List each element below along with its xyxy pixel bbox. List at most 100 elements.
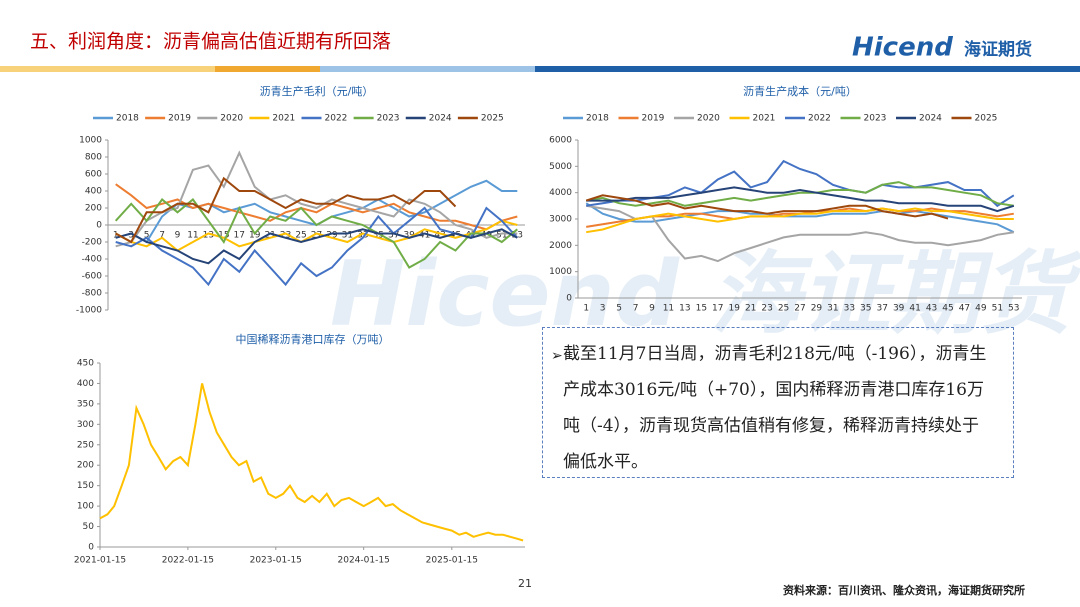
x-tick-label: 53 [512, 231, 523, 241]
series-line [115, 150, 518, 248]
x-tick-label: 41 [909, 304, 920, 314]
x-tick-label: 33 [844, 304, 855, 314]
x-tick-label: 53 [1008, 304, 1019, 314]
legend-label: 2018 [116, 114, 139, 124]
legend-label: 2019 [168, 114, 191, 124]
legend-label: 2023 [864, 114, 887, 124]
legend-label: 2018 [586, 114, 609, 124]
x-tick-label: 5 [144, 231, 150, 241]
y-tick-label: -1000 [76, 306, 102, 316]
x-tick-label: 35 [860, 304, 871, 314]
x-tick-label: 45 [450, 231, 461, 241]
source: 资料来源：百川资讯、隆众资讯，海证期货研究所 [783, 583, 1025, 597]
x-tick-label: 15 [696, 304, 707, 314]
x-tick-label: 33 [357, 231, 368, 241]
x-tick-label: 41 [419, 231, 430, 241]
x-tick-label: 2021-01-15 [74, 556, 126, 566]
x-tick-label: 43 [926, 304, 937, 314]
x-tick-label: 25 [778, 304, 789, 314]
x-tick-label: 39 [893, 304, 905, 314]
x-tick-label: 23 [280, 231, 291, 241]
x-tick-label: 19 [728, 304, 740, 314]
stripe [0, 66, 215, 72]
x-tick-label: 35 [373, 231, 384, 241]
x-tick-label: 49 [975, 304, 987, 314]
y-tick-label: 450 [77, 359, 94, 369]
y-tick-label: 200 [77, 461, 94, 471]
series-line [99, 383, 524, 542]
x-tick-label: 3 [128, 231, 134, 241]
series-line [586, 159, 1015, 208]
x-tick-label: 49 [481, 231, 493, 241]
x-tick-label: 27 [794, 304, 805, 314]
legend-label: 2025 [975, 114, 998, 124]
x-tick-label: 13 [203, 231, 214, 241]
series-line [586, 207, 1014, 234]
y-tick-label: 1000 [79, 136, 102, 146]
chart-title: 沥青生产成本（元/吨） [743, 84, 857, 98]
x-tick-label: 7 [159, 231, 165, 241]
x-tick-label: 29 [326, 231, 338, 241]
series-line [115, 228, 518, 265]
legend-label: 2021 [272, 114, 295, 124]
legend-label: 2023 [377, 114, 400, 124]
x-tick-label: 31 [342, 231, 353, 241]
note-box: ➢ 截至11月7日当周，沥青毛利218元/吨（-196），沥青生产成本3016元/… [542, 327, 1014, 478]
legend-label: 2020 [220, 114, 243, 124]
x-tick-label: 3 [600, 304, 606, 314]
x-tick-label: 47 [959, 304, 970, 314]
series-line [585, 202, 1015, 234]
stripe [320, 66, 535, 72]
y-tick-label: 350 [77, 399, 94, 409]
x-tick-label: 13 [679, 304, 690, 314]
x-tick-label: 23 [761, 304, 772, 314]
x-tick-label: 7 [633, 304, 639, 314]
y-tick-label: 150 [77, 481, 94, 491]
y-tick-label: -400 [82, 255, 103, 265]
x-tick-label: 11 [187, 231, 198, 241]
y-tick-label: 50 [83, 522, 95, 532]
y-tick-label: 0 [88, 543, 94, 553]
legend-label: 2022 [808, 114, 831, 124]
y-tick-label: 2000 [549, 241, 572, 251]
slide-title: 五、利润角度：沥青偏高估值近期有所回落 [30, 31, 391, 53]
y-tick-label: 1000 [549, 267, 572, 277]
series-line [115, 183, 518, 231]
x-tick-label: 37 [388, 231, 399, 241]
y-tick-label: 400 [85, 187, 102, 197]
series-line [586, 186, 1015, 213]
y-tick-label: 800 [85, 153, 102, 163]
note-text: 截至11月7日当周，沥青毛利218元/吨（-196），沥青生产成本3016元/吨… [563, 344, 987, 472]
legend-label: 2024 [429, 114, 452, 124]
logo-cn: 海证期货 [964, 39, 1032, 60]
x-tick-label: 2023-01-15 [250, 556, 302, 566]
legend-label: 2021 [753, 114, 776, 124]
y-tick-label: 3000 [549, 215, 572, 225]
series-line [114, 198, 518, 269]
x-tick-label: 1 [113, 231, 119, 241]
y-tick-label: 400 [77, 379, 94, 389]
x-tick-label: 27 [311, 231, 322, 241]
stripe [215, 66, 320, 72]
x-tick-label: 51 [496, 231, 507, 241]
y-tick-label: -600 [82, 272, 103, 282]
y-tick-label: 100 [77, 502, 94, 512]
x-tick-label: 5 [616, 304, 622, 314]
x-tick-label: 19 [249, 231, 261, 241]
x-tick-label: 45 [942, 304, 953, 314]
x-tick-label: 17 [234, 231, 245, 241]
legend-label: 2024 [919, 114, 942, 124]
y-tick-label: 200 [85, 204, 102, 214]
x-tick-label: 29 [811, 304, 823, 314]
legend-label: 2020 [697, 114, 720, 124]
y-tick-label: 5000 [549, 162, 572, 172]
chart-title: 沥青生产毛利（元/吨） [260, 84, 374, 98]
y-tick-label: -200 [82, 238, 103, 248]
y-tick-label: 4000 [549, 188, 572, 198]
series-line [586, 204, 1014, 263]
x-tick-label: 43 [434, 231, 445, 241]
y-tick-label: 250 [77, 440, 94, 450]
x-tick-label: 2025-01-15 [426, 556, 478, 566]
